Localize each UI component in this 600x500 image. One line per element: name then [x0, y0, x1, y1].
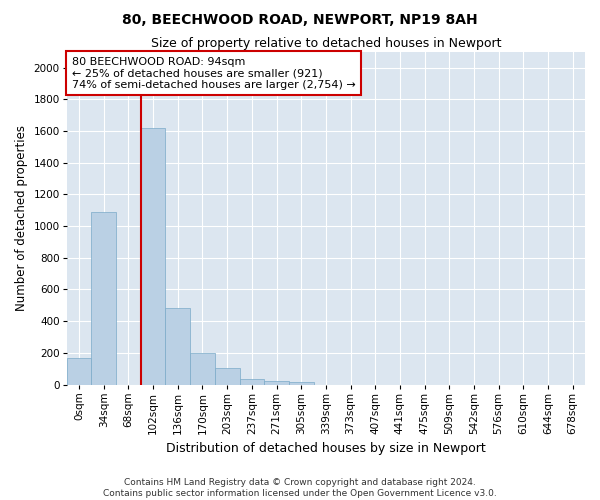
- Bar: [166, 308, 190, 384]
- Text: 80, BEECHWOOD ROAD, NEWPORT, NP19 8AH: 80, BEECHWOOD ROAD, NEWPORT, NP19 8AH: [122, 12, 478, 26]
- Bar: [239, 378, 264, 384]
- Bar: [190, 353, 215, 384]
- X-axis label: Distribution of detached houses by size in Newport: Distribution of detached houses by size …: [166, 442, 486, 455]
- Text: 80 BEECHWOOD ROAD: 94sqm
← 25% of detached houses are smaller (921)
74% of semi-: 80 BEECHWOOD ROAD: 94sqm ← 25% of detach…: [72, 56, 356, 90]
- Bar: [91, 212, 116, 384]
- Bar: [67, 358, 91, 384]
- Bar: [141, 128, 166, 384]
- Bar: [289, 382, 314, 384]
- Text: Contains HM Land Registry data © Crown copyright and database right 2024.
Contai: Contains HM Land Registry data © Crown c…: [103, 478, 497, 498]
- Bar: [215, 368, 239, 384]
- Bar: [264, 381, 289, 384]
- Title: Size of property relative to detached houses in Newport: Size of property relative to detached ho…: [151, 38, 501, 51]
- Y-axis label: Number of detached properties: Number of detached properties: [15, 125, 28, 311]
